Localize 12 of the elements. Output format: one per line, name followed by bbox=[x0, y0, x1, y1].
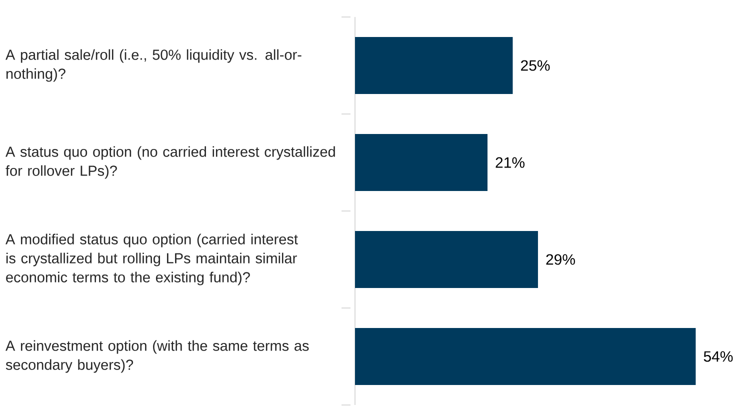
data-label: 54% bbox=[704, 351, 733, 362]
data-label: 29% bbox=[546, 254, 575, 265]
y-tick-label: A reinvestment option (with the same terms as secondary buyers)? bbox=[6, 340, 309, 373]
bar bbox=[355, 134, 488, 192]
y-tick-label: A modified status quo option (carried interest is crystallized but rolling LPs maintain similar economic terms to the existing fund)? bbox=[6, 234, 298, 286]
bar bbox=[355, 328, 696, 386]
data-label: 21% bbox=[496, 157, 524, 168]
bar bbox=[355, 231, 538, 288]
data-label: 25% bbox=[521, 60, 550, 71]
y-tick-label: A partial sale/roll (i.e., 50% liquidity vs. all-or-nothing)? bbox=[6, 49, 302, 82]
bar bbox=[355, 37, 513, 94]
y-tick-label: A status quo option (no carried interest crystallized for rollover LPs)? bbox=[6, 146, 335, 179]
